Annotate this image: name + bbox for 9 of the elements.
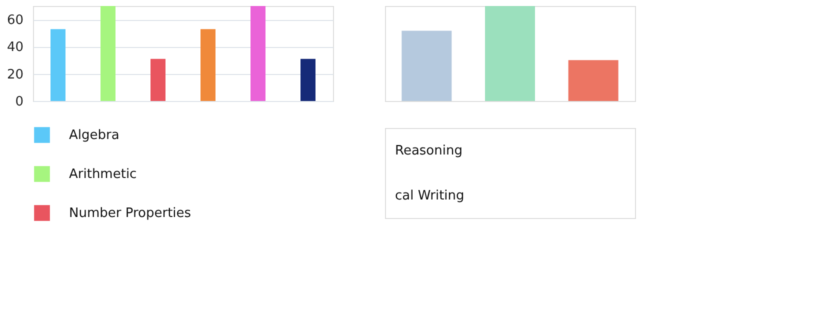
text: cal Writing — [395, 188, 464, 204]
y-tick-label: 60 — [6, 13, 24, 28]
y-tick-label: 40 — [6, 40, 24, 56]
y-tick-label: 20 — [6, 67, 24, 82]
legend-label: Arithmetic — [69, 167, 137, 182]
y-tick-label: 0 — [15, 94, 24, 110]
legend-label: Algebra — [69, 128, 120, 143]
text: Reasoning — [395, 144, 462, 158]
legend-label: Number Properties — [69, 206, 192, 221]
